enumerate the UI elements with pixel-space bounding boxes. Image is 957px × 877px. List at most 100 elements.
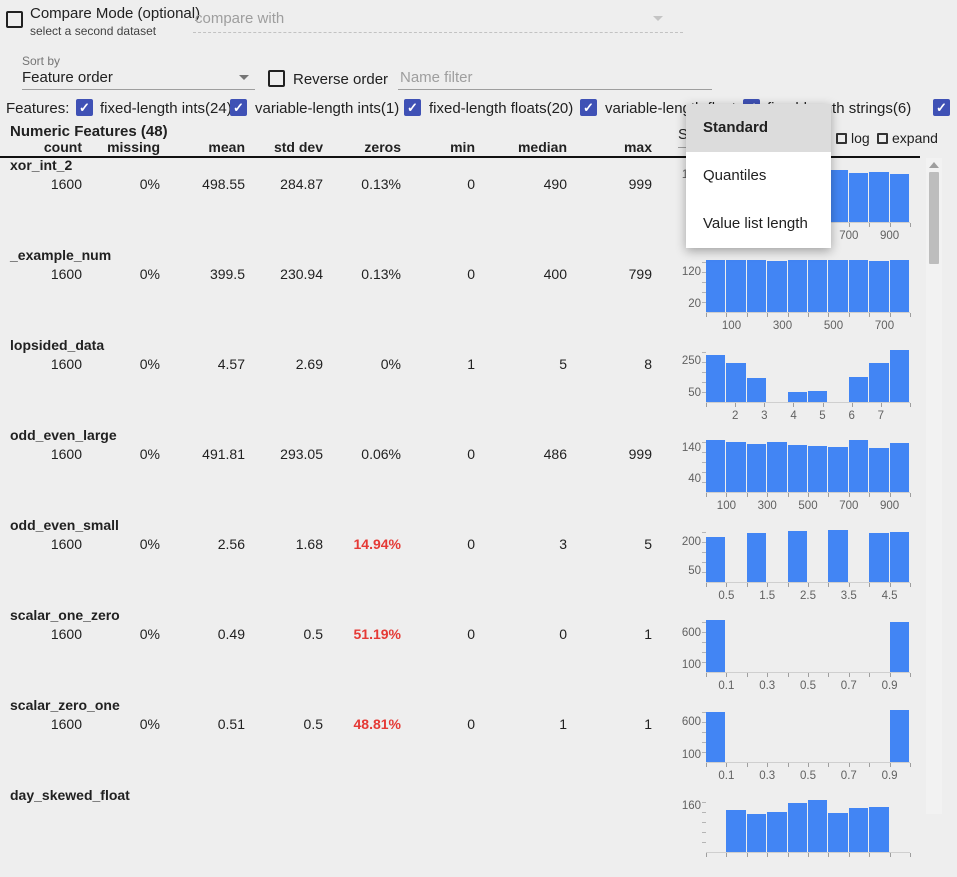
x-axis-tick xyxy=(787,673,789,677)
y-axis-tick xyxy=(702,282,706,283)
x-axis-tick xyxy=(706,403,707,407)
x-axis-tick xyxy=(787,853,789,857)
y-axis-tick xyxy=(702,832,706,833)
histogram-bar xyxy=(889,259,909,312)
histogram-bar xyxy=(848,439,869,492)
x-axis-tick xyxy=(889,763,891,767)
histogram-baseline xyxy=(706,762,910,763)
x-axis-tick xyxy=(828,853,830,857)
histogram-bar xyxy=(726,362,746,402)
x-axis-tick xyxy=(767,673,769,677)
scroll-up-icon xyxy=(929,162,939,168)
histogram-bar xyxy=(706,537,726,582)
feature-type-checkbox[interactable]: ✓ xyxy=(933,99,950,116)
feature-name: scalar_one_zero xyxy=(10,607,120,623)
x-axis-tick xyxy=(828,673,830,677)
y-axis-tick xyxy=(702,552,706,553)
axis-tick-label: 0.9 xyxy=(881,680,898,692)
histogram-ylabel: 250 xyxy=(681,354,701,367)
histogram-ylabel: 100 xyxy=(681,748,701,761)
y-axis-tick xyxy=(702,392,706,393)
feature-type-checkbox[interactable]: ✓ xyxy=(230,99,247,116)
stat-max: 799 xyxy=(628,266,652,282)
histogram-ylabel: 600 xyxy=(681,716,701,729)
x-axis-tick xyxy=(793,403,795,407)
x-axis-tick xyxy=(787,763,789,767)
stat-zeros: 51.19% xyxy=(353,626,401,642)
histogram-bar xyxy=(889,442,909,492)
feature-type-label: fixed-length ints(24) xyxy=(100,100,232,117)
axis-tick-label: 0.5 xyxy=(718,590,735,602)
histogram-ylabel: 200 xyxy=(681,535,701,548)
stat-median: 486 xyxy=(543,446,567,462)
stat-min: 0 xyxy=(467,176,475,192)
x-axis-tick xyxy=(746,673,748,677)
menu-item-quantiles[interactable]: Quantiles xyxy=(703,167,767,184)
histogram-bar xyxy=(869,448,889,492)
x-axis-tick xyxy=(889,583,891,587)
chart-mode-menu: Standard Quantiles Value list length xyxy=(686,104,831,248)
axis-tick-label: 700 xyxy=(839,500,859,512)
x-axis-tick xyxy=(764,403,766,407)
y-axis-tick xyxy=(702,842,706,843)
feature-type-checkbox[interactable]: ✓ xyxy=(580,99,597,116)
y-axis-tick xyxy=(702,472,706,473)
x-axis-tick xyxy=(910,313,911,317)
stat-missing: 0% xyxy=(139,446,160,462)
histogram-bar xyxy=(889,622,909,672)
y-axis-tick xyxy=(702,722,706,723)
reverse-order-checkbox[interactable] xyxy=(268,70,285,87)
axis-tick-label: 6 xyxy=(848,410,855,422)
x-axis-tick xyxy=(822,403,824,407)
stat-std_dev: 284.87 xyxy=(280,176,323,192)
scrollbar-thumb[interactable] xyxy=(929,172,939,264)
scrollbar-up-button[interactable] xyxy=(926,158,942,172)
expand-checkbox[interactable] xyxy=(877,133,888,144)
name-filter-input[interactable]: Name filter xyxy=(398,66,712,90)
histogram-bar xyxy=(848,259,869,312)
menu-item-value-list-length[interactable]: Value list length xyxy=(703,215,808,232)
stat-std_dev: 230.94 xyxy=(280,266,323,282)
x-axis-tick xyxy=(746,313,748,317)
axis-tick-label: 900 xyxy=(880,500,900,512)
column-header-median: median xyxy=(517,139,567,155)
x-axis-tick xyxy=(848,673,850,677)
stat-std_dev: 0.5 xyxy=(303,626,323,642)
y-axis-tick xyxy=(702,642,706,643)
histogram-bar xyxy=(767,260,787,312)
column-header-max: max xyxy=(623,139,652,155)
scrollbar-track[interactable] xyxy=(926,158,942,814)
stat-max: 999 xyxy=(628,446,652,462)
stat-max: 8 xyxy=(644,356,652,372)
histogram-baseline xyxy=(706,582,910,583)
log-checkbox[interactable] xyxy=(836,133,847,144)
y-axis-tick xyxy=(702,482,706,483)
column-header-missing: missing xyxy=(107,139,160,155)
axis-tick-label: 0.5 xyxy=(800,680,816,692)
menu-item-standard[interactable]: Standard xyxy=(686,104,831,152)
stat-max: 1 xyxy=(644,716,652,732)
compare-mode-subtitle: select a second dataset xyxy=(30,24,157,38)
axis-tick-label: 300 xyxy=(757,500,777,512)
x-axis-tick xyxy=(869,313,871,317)
sort-by-select[interactable]: Feature order xyxy=(22,66,255,90)
table-row: scalar_one_zero 1600 0% 0.49 0.5 51.19% 0 0 1 600… xyxy=(0,607,957,697)
y-axis-tick xyxy=(702,532,706,533)
stat-missing: 0% xyxy=(139,176,160,192)
feature-type-checkbox[interactable]: ✓ xyxy=(404,99,421,116)
stat-missing: 0% xyxy=(139,266,160,282)
y-axis-tick xyxy=(702,352,706,353)
name-filter-placeholder: Name filter xyxy=(400,69,473,86)
feature-type-checkbox[interactable]: ✓ xyxy=(76,99,93,116)
x-axis-tick xyxy=(889,223,891,227)
histogram-bar xyxy=(746,259,767,312)
feature-name: xor_int_2 xyxy=(10,157,73,173)
histogram-bar xyxy=(808,259,828,312)
histogram-bar xyxy=(808,391,828,402)
compare-with-select[interactable]: compare with xyxy=(193,6,683,33)
histogram-bar xyxy=(706,619,726,672)
y-axis-tick xyxy=(702,462,706,463)
chevron-down-icon xyxy=(239,75,249,80)
compare-mode-checkbox[interactable] xyxy=(6,11,23,28)
feature-name: odd_even_small xyxy=(10,517,119,533)
